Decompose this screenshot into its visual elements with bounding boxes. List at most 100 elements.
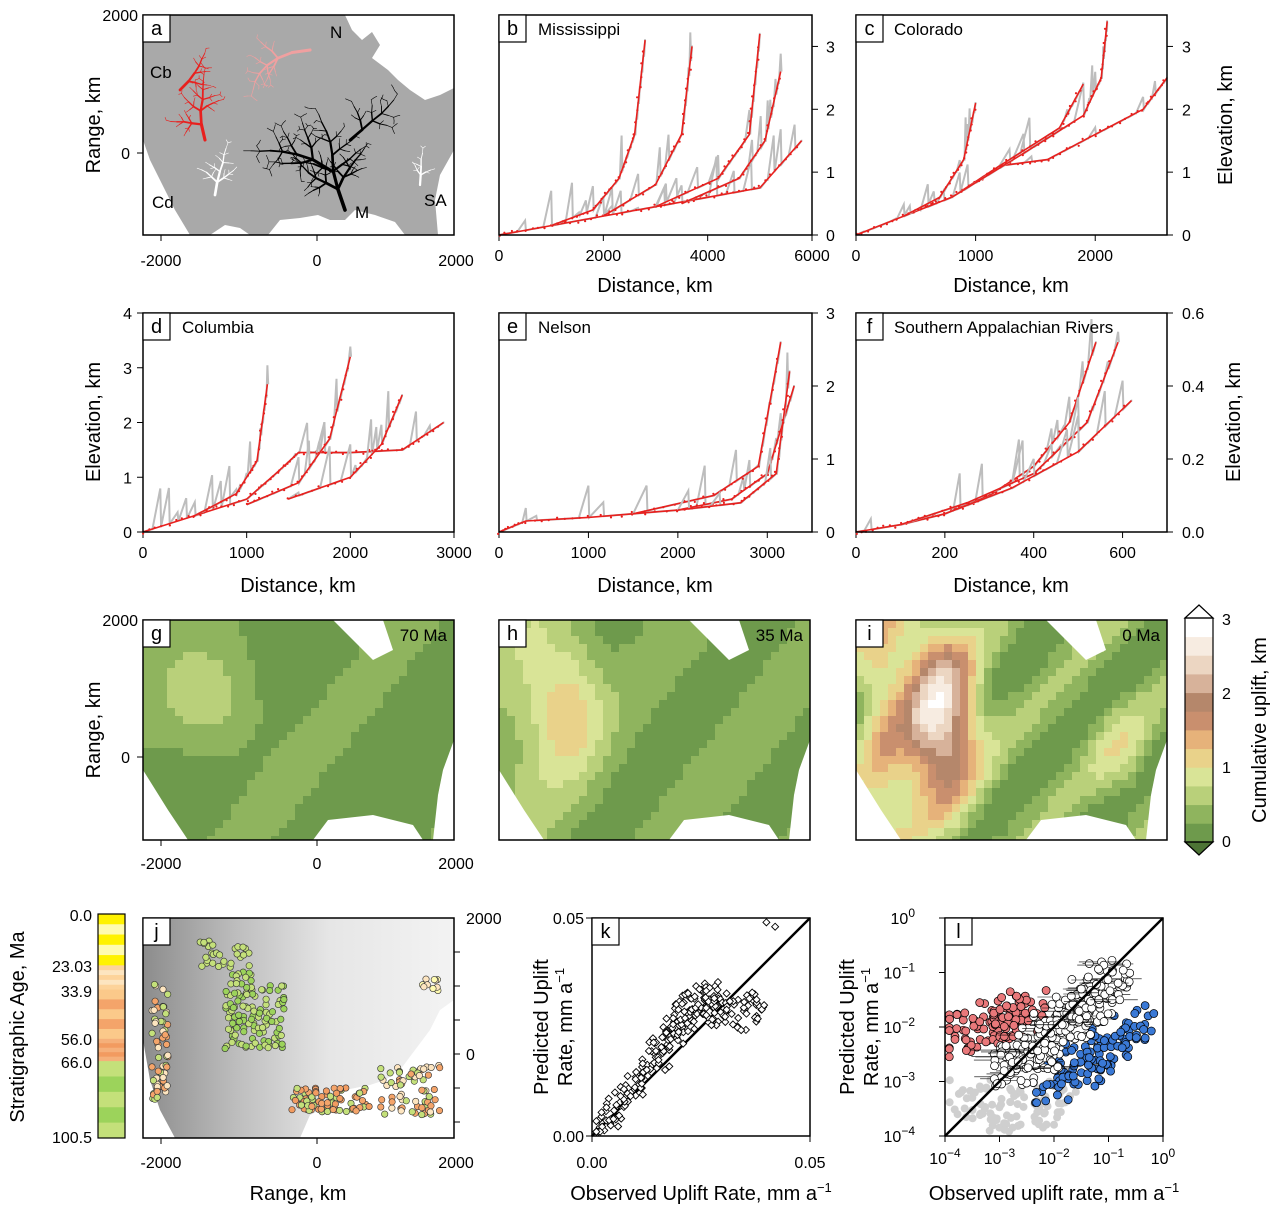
panel-i-uplift-cell xyxy=(1000,716,1009,725)
panel-d-model-point xyxy=(296,480,299,483)
panel-h-uplift-cell xyxy=(603,780,612,789)
mississippi-river xyxy=(322,138,331,143)
panel-h-uplift-cell xyxy=(539,780,548,789)
panel-i-uplift-cell xyxy=(904,644,913,653)
panel-g-uplift-cell xyxy=(351,780,360,789)
panel-c-model-point xyxy=(1047,159,1050,162)
panel-h-uplift-cell xyxy=(763,660,772,669)
panel-h-uplift-cell xyxy=(691,772,700,781)
panel-i-uplift-cell xyxy=(1000,628,1009,637)
panel-i-uplift-cell xyxy=(1024,772,1033,781)
nelson-river xyxy=(267,84,272,88)
panel-h-uplift-cell xyxy=(619,716,628,725)
panel-i-uplift-cell xyxy=(1112,636,1121,645)
panel-h-age: 35 Ma xyxy=(756,626,804,645)
panel-g-uplift-cell xyxy=(263,700,272,709)
panel-b-model-point xyxy=(754,154,757,157)
panel-i-uplift-cell xyxy=(1016,716,1025,725)
sample-site xyxy=(159,1003,167,1011)
panel-i-uplift-cell xyxy=(1080,788,1089,797)
panel-i-uplift-cell xyxy=(928,772,937,781)
sample-site xyxy=(228,1038,236,1046)
panel-i-uplift-cell xyxy=(1056,732,1065,741)
nelson-river xyxy=(247,77,250,82)
panel-g-uplift-cell xyxy=(287,780,296,789)
panel-g-uplift-cell xyxy=(263,668,272,677)
panel-h-uplift-cell xyxy=(619,772,628,781)
mississippi-river xyxy=(290,144,298,156)
panel-g-uplift-cell xyxy=(207,836,216,840)
panel-g-uplift-cell xyxy=(247,724,256,733)
panel-g-uplift-cell xyxy=(151,780,160,789)
panel-h-uplift-cell xyxy=(659,692,668,701)
panel-g-uplift-cell xyxy=(167,700,176,709)
panel-i-uplift-cell xyxy=(968,780,977,789)
panel-g-uplift-cell xyxy=(407,620,416,629)
panel-i-uplift-cell xyxy=(1040,748,1049,757)
sample-site xyxy=(342,1108,350,1116)
panel-h-uplift-cell xyxy=(555,708,564,717)
panel-g-uplift-cell xyxy=(159,708,168,717)
panel-i-uplift-cell xyxy=(1056,660,1065,669)
panel-h-uplift-cell xyxy=(571,812,580,821)
panel-h-uplift-cell xyxy=(563,668,572,677)
panel-g-uplift-cell xyxy=(335,804,344,813)
panel-h-uplift-cell xyxy=(643,668,652,677)
panel-d-model-profile xyxy=(194,384,269,517)
panel-g-uplift-cell xyxy=(191,708,200,717)
panel-g-uplift-cell xyxy=(207,628,216,637)
panel-f-model-point xyxy=(1040,454,1043,457)
panel-h-uplift-cell xyxy=(771,708,780,717)
panel-h-uplift-cell xyxy=(651,756,660,765)
mississippi-river xyxy=(326,157,329,164)
panel-h-uplift-cell xyxy=(531,692,540,701)
gulf-of-mexico xyxy=(669,815,779,840)
colorado-river xyxy=(228,173,234,175)
panel-g-uplift-cell xyxy=(295,812,304,821)
panel-h-uplift-cell xyxy=(779,828,788,837)
panel-g-uplift-cell xyxy=(295,820,304,829)
colorado-river xyxy=(213,169,216,173)
panel-i-uplift-cell xyxy=(904,700,913,709)
panel-i-uplift-cell xyxy=(928,780,937,789)
panel-g-uplift-cell xyxy=(311,756,320,765)
panel-i-uplift-cell xyxy=(864,732,873,741)
panel-i-uplift-cell xyxy=(856,660,865,669)
panel-g-uplift-cell xyxy=(327,660,336,669)
columbia-river xyxy=(187,80,197,84)
panel-i-uplift-cell xyxy=(968,756,977,765)
panel-h-uplift-cell xyxy=(771,780,780,789)
sample-site xyxy=(249,990,257,998)
panel-d-model-point xyxy=(291,483,294,486)
panel-i-uplift-cell xyxy=(952,836,961,840)
panel-g-uplift-cell xyxy=(191,716,200,725)
panel-i-uplift-cell xyxy=(1120,732,1129,741)
panel-b-model-profile xyxy=(681,71,782,205)
panel-i-uplift-cell xyxy=(1152,740,1161,749)
panel-i-uplift-cell xyxy=(856,732,865,741)
panel-h-uplift-cell xyxy=(707,748,716,757)
panel-g-uplift-cell xyxy=(399,716,408,725)
panel-i-uplift-cell xyxy=(1104,748,1113,757)
panel-h-uplift-cell xyxy=(659,812,668,821)
panel-c-model-point xyxy=(1095,87,1098,90)
panel-i-uplift-cell xyxy=(1152,700,1161,709)
panel-i-uplift-cell xyxy=(968,772,977,781)
panel-i-uplift-cell xyxy=(1144,796,1153,805)
panel-h-uplift-cell xyxy=(803,740,810,749)
panel-c-ytick-label: 2 xyxy=(1182,102,1191,119)
panel-g-uplift-cell xyxy=(231,620,240,629)
panel-h-uplift-cell xyxy=(611,804,620,813)
panel-g-uplift-cell xyxy=(239,644,248,653)
mississippi-river xyxy=(315,136,324,140)
panel-g-uplift-cell xyxy=(175,652,184,661)
panel-g-uplift-cell xyxy=(359,796,368,805)
panel-i-uplift-cell xyxy=(1144,708,1153,717)
sample-site xyxy=(262,995,270,1003)
panel-g-uplift-cell xyxy=(167,692,176,701)
panel-i-uplift-cell xyxy=(856,764,865,773)
panel-g-uplift-cell xyxy=(247,676,256,685)
mississippi-river xyxy=(315,108,320,115)
panel-h-uplift-cell xyxy=(539,692,548,701)
panel-g-uplift-cell xyxy=(383,628,392,637)
